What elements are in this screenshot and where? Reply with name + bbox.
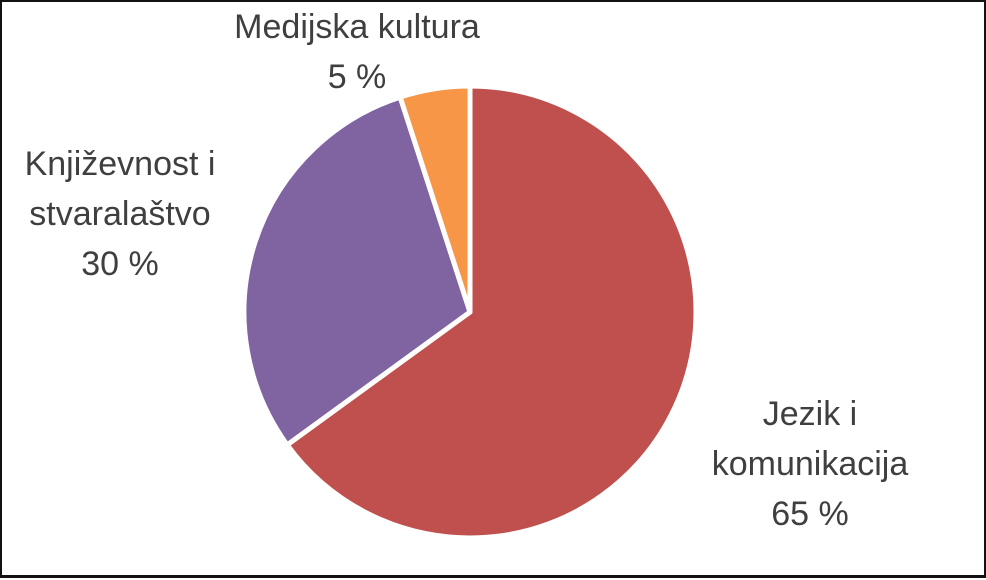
data-label-knjizevnost-stvaralastvo: Književnost i stvaralaštvo 30 % [0,139,270,289]
pie-slice-1 [284,83,699,541]
data-label-line: Književnost i [24,145,216,183]
data-label-value: 30 % [81,245,159,283]
data-label-line: Medijska kultura [234,8,480,46]
data-label-value: 65 % [771,495,849,533]
data-label-line: Jezik i [762,395,858,433]
data-label-medijska-kultura: Medijska kultura 5 % [157,2,557,102]
data-label-line: komunikacija [711,445,909,483]
pie-slice-3 [397,83,473,315]
data-label-line: stvaralaštvo [29,195,211,233]
pie-slice-2 [241,94,473,448]
data-label-value: 5 % [327,58,387,96]
data-label-jezik-komunikacija: Jezik i komunikacija 65 % [660,389,960,539]
